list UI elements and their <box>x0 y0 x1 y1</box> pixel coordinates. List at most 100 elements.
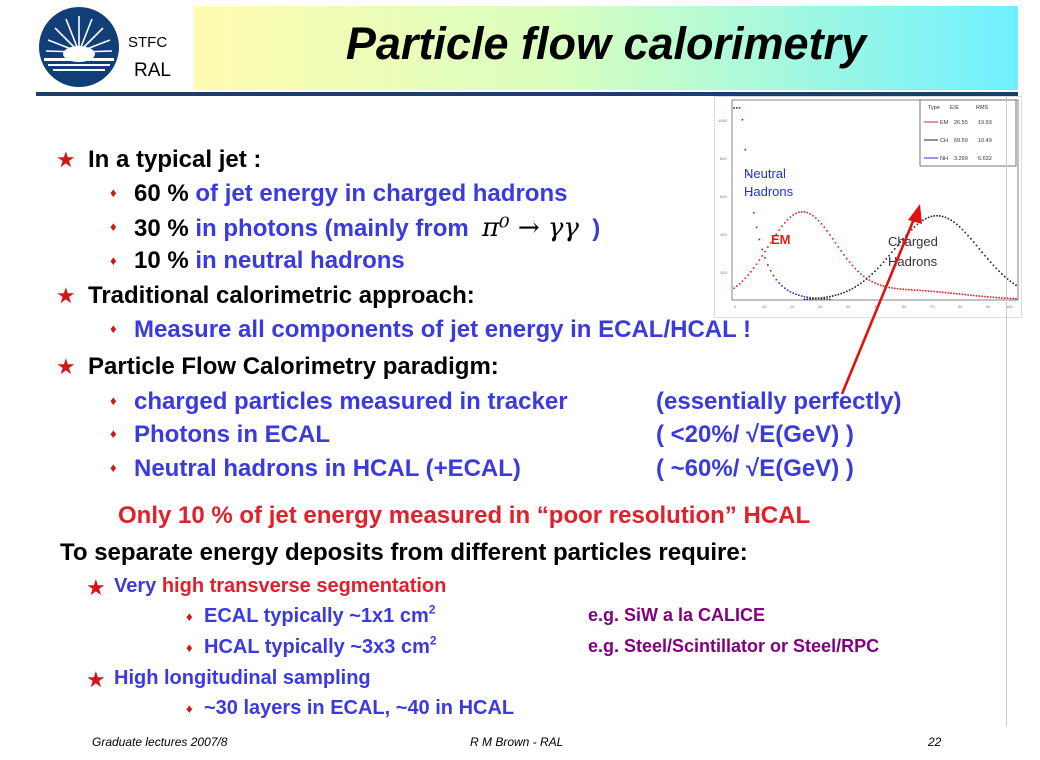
histogram-point <box>944 291 947 294</box>
histogram-point <box>868 275 871 278</box>
histogram-point <box>975 294 978 297</box>
histogram-point <box>803 298 806 301</box>
histogram-point <box>992 296 995 299</box>
histogram-point <box>767 246 769 248</box>
svg-text:20: 20 <box>790 304 795 309</box>
pfc-item-1-right: (essentially perfectly) <box>656 388 902 415</box>
histogram-point <box>1001 273 1003 275</box>
histogram-point <box>916 223 919 226</box>
histogram-point <box>829 295 831 298</box>
svg-text:0: 0 <box>734 304 737 309</box>
histogram-point <box>939 291 941 293</box>
histogram-point <box>826 296 828 298</box>
histogram-point <box>775 278 778 281</box>
histogram-point <box>1012 282 1014 285</box>
slide-title: Particle flow calorimetry <box>345 18 867 69</box>
histogram-point <box>908 288 910 291</box>
org-name-line1: STFC <box>128 34 168 51</box>
histogram-point <box>846 257 848 260</box>
histogram-point <box>950 292 952 294</box>
histogram-point <box>800 295 803 297</box>
histogram-point <box>888 254 890 257</box>
segmentation-heading: Very high transverse segmentation <box>114 575 447 597</box>
histogram-point <box>913 289 916 291</box>
jet-item-1: 60 % of jet energy in charged hadrons <box>134 180 568 207</box>
histogram-point <box>806 296 809 299</box>
histogram-point <box>871 280 873 283</box>
histogram-point <box>927 216 930 219</box>
title-banner <box>194 6 1018 90</box>
pi0-decay-formula: π⁰ → γγ <box>482 213 579 243</box>
histogram-point <box>814 297 817 300</box>
star-bullet-icon: ★ <box>56 147 76 172</box>
histogram-point <box>798 211 800 214</box>
histogram-point <box>955 223 958 226</box>
histogram-point <box>865 278 868 280</box>
histogram-point <box>840 250 842 252</box>
histogram-point <box>860 273 862 275</box>
histogram-point <box>747 274 749 276</box>
stfc-logo <box>39 7 119 87</box>
label-charged-hadrons-2: Hadrons <box>888 254 938 269</box>
histogram-point <box>823 296 826 299</box>
legend-em-rms: 19.93 <box>978 120 992 126</box>
histogram-point <box>761 255 763 257</box>
histogram-point <box>879 284 882 287</box>
histogram-point <box>891 287 893 289</box>
histogram-point <box>933 290 936 293</box>
histogram-point <box>809 298 811 300</box>
label-neutral-hadrons-2: Hadrons <box>744 184 794 199</box>
diamond-bullet-icon: ♦ <box>186 701 193 716</box>
histogram-point <box>812 214 814 217</box>
histogram-point <box>975 244 978 247</box>
histogram-point <box>964 231 967 234</box>
jet-item-3: 10 % in neutral hadrons <box>134 247 405 274</box>
svg-text:40: 40 <box>846 304 851 309</box>
histogram-point <box>823 298 826 300</box>
histogram-point <box>795 212 797 215</box>
histogram-point <box>736 107 738 109</box>
histogram-point <box>961 293 964 296</box>
histogram-point <box>896 244 899 247</box>
legend-ch-mean: 69.59 <box>954 138 968 144</box>
histogram-point <box>809 296 811 299</box>
histogram-point <box>958 293 961 295</box>
svg-text:10: 10 <box>762 304 767 309</box>
diamond-bullet-icon: ♦ <box>186 640 193 655</box>
histogram-point <box>786 289 789 291</box>
histogram-point <box>738 107 741 109</box>
histogram-point <box>750 194 752 197</box>
histogram-point <box>972 241 975 243</box>
header-divider <box>36 92 1018 96</box>
histogram-point <box>755 226 758 229</box>
pfc-item-3-left: Neutral hadrons in HCAL (+ECAL) <box>134 455 521 482</box>
histogram-point <box>862 280 865 283</box>
histogram-point <box>992 264 995 267</box>
histogram-point <box>772 274 775 277</box>
legend-header-e: E/E <box>950 105 959 111</box>
histogram-point <box>922 219 924 222</box>
histogram-point <box>891 251 893 254</box>
histogram-point <box>893 248 896 250</box>
highlight-statement: Only 10 % of jet energy measured in “poo… <box>118 502 811 529</box>
svg-text:90: 90 <box>986 304 991 309</box>
histogram-point <box>783 222 786 224</box>
histogram-point <box>738 282 741 285</box>
histogram-point <box>936 290 938 293</box>
histogram-point <box>987 296 989 298</box>
histogram-point <box>885 258 888 260</box>
histogram-point <box>803 211 806 213</box>
histogram-point <box>933 215 936 217</box>
histogram-point <box>747 173 749 176</box>
histogram-point <box>781 285 783 287</box>
histogram-point <box>995 296 998 299</box>
jet-heading: In a typical jet : <box>88 146 262 173</box>
histogram-point <box>834 294 837 297</box>
legend-header-rms: RMS <box>976 105 989 111</box>
histogram-point <box>837 246 840 248</box>
histogram-point <box>947 217 950 220</box>
diamond-bullet-icon: ♦ <box>110 426 117 441</box>
histogram-point <box>978 295 981 297</box>
histogram-point <box>803 295 806 298</box>
svg-text:800: 800 <box>720 156 727 161</box>
